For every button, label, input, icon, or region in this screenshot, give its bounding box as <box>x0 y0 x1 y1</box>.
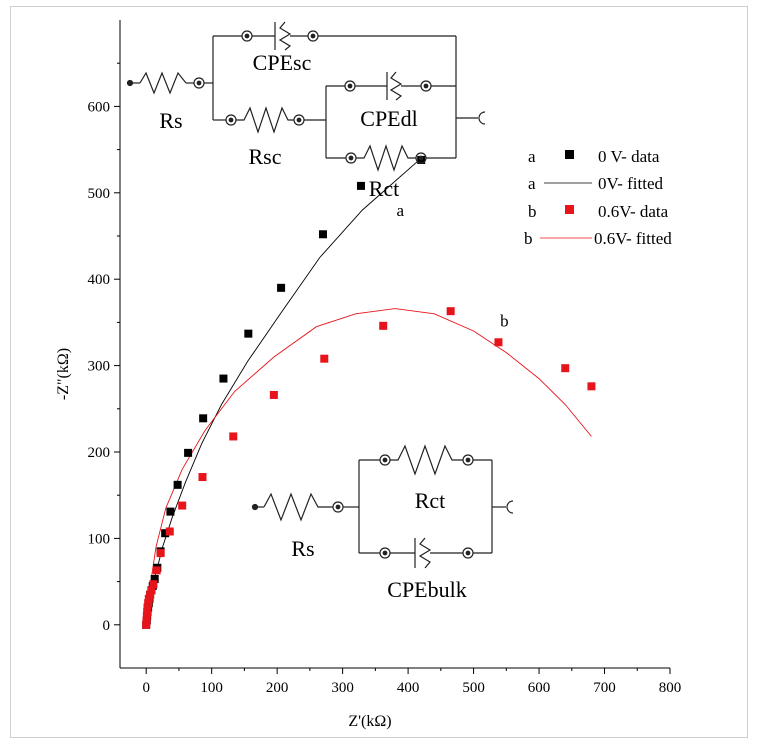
y-tick-label: 100 <box>88 531 111 547</box>
data-point-2 <box>142 612 151 621</box>
terminal-icon <box>506 500 514 514</box>
data-point-0 <box>150 575 159 584</box>
data-point-0 <box>166 507 175 516</box>
resistor-rs-top <box>139 71 187 95</box>
y-tick-label: 200 <box>88 445 111 461</box>
legend-marker-2 <box>565 205 574 214</box>
label-rsc: Rsc <box>249 144 282 169</box>
legend-tag-2: b <box>528 202 537 221</box>
data-point-2 <box>156 549 165 558</box>
y-tick-label: 500 <box>88 186 111 202</box>
x-tick-label: 300 <box>331 680 354 696</box>
label-cpe-dl: CPEdl <box>360 106 417 131</box>
axes: 0 100 200 300 400 500 600 700 800 0 100 200 300 400 50… <box>88 20 682 696</box>
circuit-diagram-bottom <box>251 444 514 569</box>
legend-marker-0 <box>565 150 574 159</box>
data-point-2 <box>379 321 388 330</box>
data-point-2 <box>269 390 278 399</box>
label-rs-bottom: Rs <box>291 536 314 561</box>
circuit-bottom-labels: Rs Rct CPEbulk <box>291 488 466 602</box>
label-cpe-sc: CPEsc <box>253 50 312 75</box>
x-tick-label: 600 <box>528 680 551 696</box>
legend-label-2: 0.6V- data <box>598 202 669 221</box>
data-point-0 <box>184 448 193 457</box>
legend-label-1: 0V- fitted <box>598 174 664 193</box>
data-point-2 <box>143 607 152 616</box>
data-point-2 <box>143 603 152 612</box>
data-point-2 <box>178 501 187 510</box>
x-tick-label: 400 <box>397 680 420 696</box>
terminal-icon <box>478 111 486 125</box>
data-point-0 <box>219 374 228 383</box>
legend: a 0 V- data a 0V- fitted b 0.6V- data b … <box>524 147 672 248</box>
data-point-2 <box>142 620 151 629</box>
legend-label-3: 0.6V- fitted <box>594 229 672 248</box>
x-tick-label: 200 <box>266 680 289 696</box>
curve-annotation: b <box>500 312 509 331</box>
data-point-0 <box>173 480 182 489</box>
resistor-rct-top <box>356 144 416 172</box>
circuit-diagram-top <box>126 21 486 172</box>
x-tick-label: 700 <box>593 680 616 696</box>
y-tick-label: 0 <box>103 618 111 634</box>
data-point-2 <box>152 566 161 575</box>
label-rct-top: Rct <box>369 176 400 201</box>
data-point-2 <box>229 432 238 441</box>
y-tick-label: 300 <box>88 359 111 375</box>
data-point-2 <box>149 580 158 589</box>
x-axis-label: Z'(kΩ) <box>348 713 391 730</box>
data-point-2 <box>494 338 503 347</box>
data-point-0 <box>244 329 253 338</box>
series-layer <box>142 155 596 629</box>
curve-annotation: a <box>396 201 404 220</box>
data-point-2 <box>144 599 153 608</box>
data-point-0 <box>199 414 208 423</box>
resistor-rsc <box>236 106 294 134</box>
legend-tag-0: a <box>528 147 536 166</box>
label-cpe-bulk: CPEbulk <box>387 577 466 602</box>
data-point-0 <box>161 529 170 538</box>
label-rct-bottom: Rct <box>415 488 446 513</box>
x-tick-label: 100 <box>200 680 223 696</box>
legend-label-0: 0 V- data <box>598 147 660 166</box>
data-point-0 <box>318 230 327 239</box>
data-point-2 <box>561 364 570 373</box>
data-point-2 <box>320 354 329 363</box>
series-line-3 <box>145 308 592 625</box>
data-point-2 <box>146 590 155 599</box>
data-point-2 <box>165 527 174 536</box>
legend-tag-3: b <box>524 229 533 248</box>
figure-frame <box>10 6 748 738</box>
x-tick-label: 0 <box>142 680 150 696</box>
y-axis-label: -Z"(kΩ) <box>55 348 72 400</box>
x-tick-label: 500 <box>462 680 485 696</box>
legend-tag-1: a <box>528 174 536 193</box>
label-rs-top: Rs <box>159 108 182 133</box>
y-tick-label: 400 <box>88 272 111 288</box>
data-point-0 <box>277 283 286 292</box>
resistor-rs-bottom <box>263 492 333 522</box>
data-point-2 <box>198 473 207 482</box>
data-point-2 <box>142 616 151 625</box>
circuit-top-labels: Rs CPEsc Rsc CPEdl Rct <box>159 50 417 201</box>
x-tick-label: 800 <box>659 680 682 696</box>
y-tick-label: 600 <box>88 99 111 115</box>
terminal-dot <box>126 79 134 87</box>
annotations: ab <box>396 201 508 331</box>
data-point-2 <box>144 594 153 603</box>
resistor-rct-bottom <box>390 444 463 476</box>
data-point-2 <box>446 307 455 316</box>
data-point-2 <box>147 586 156 595</box>
data-point-2 <box>587 382 596 391</box>
data-point-0 <box>356 181 365 190</box>
